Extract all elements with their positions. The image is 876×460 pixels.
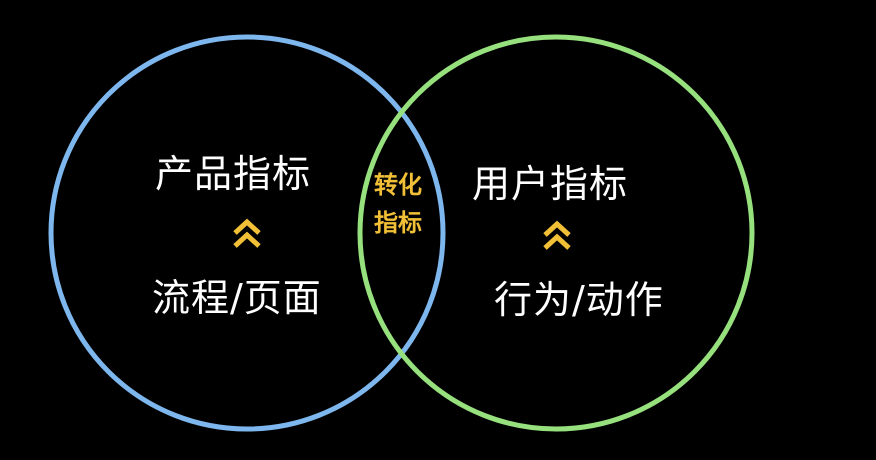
double-chevron-up-icon bbox=[543, 220, 571, 250]
conversion-metrics-line1: 转化 bbox=[374, 171, 422, 199]
behavior-action-label: 行为/动作 bbox=[494, 278, 664, 322]
product-metrics-label: 产品指标 bbox=[155, 152, 312, 196]
user-circle bbox=[357, 34, 755, 432]
product-circle bbox=[48, 34, 446, 432]
user-metrics-label: 用户指标 bbox=[472, 162, 629, 206]
conversion-metrics-line2: 指标 bbox=[374, 209, 422, 237]
conversion-metrics-label: 转化 指标 bbox=[363, 170, 433, 238]
process-page-label: 流程/页面 bbox=[152, 276, 322, 320]
double-chevron-up-icon bbox=[233, 218, 261, 248]
